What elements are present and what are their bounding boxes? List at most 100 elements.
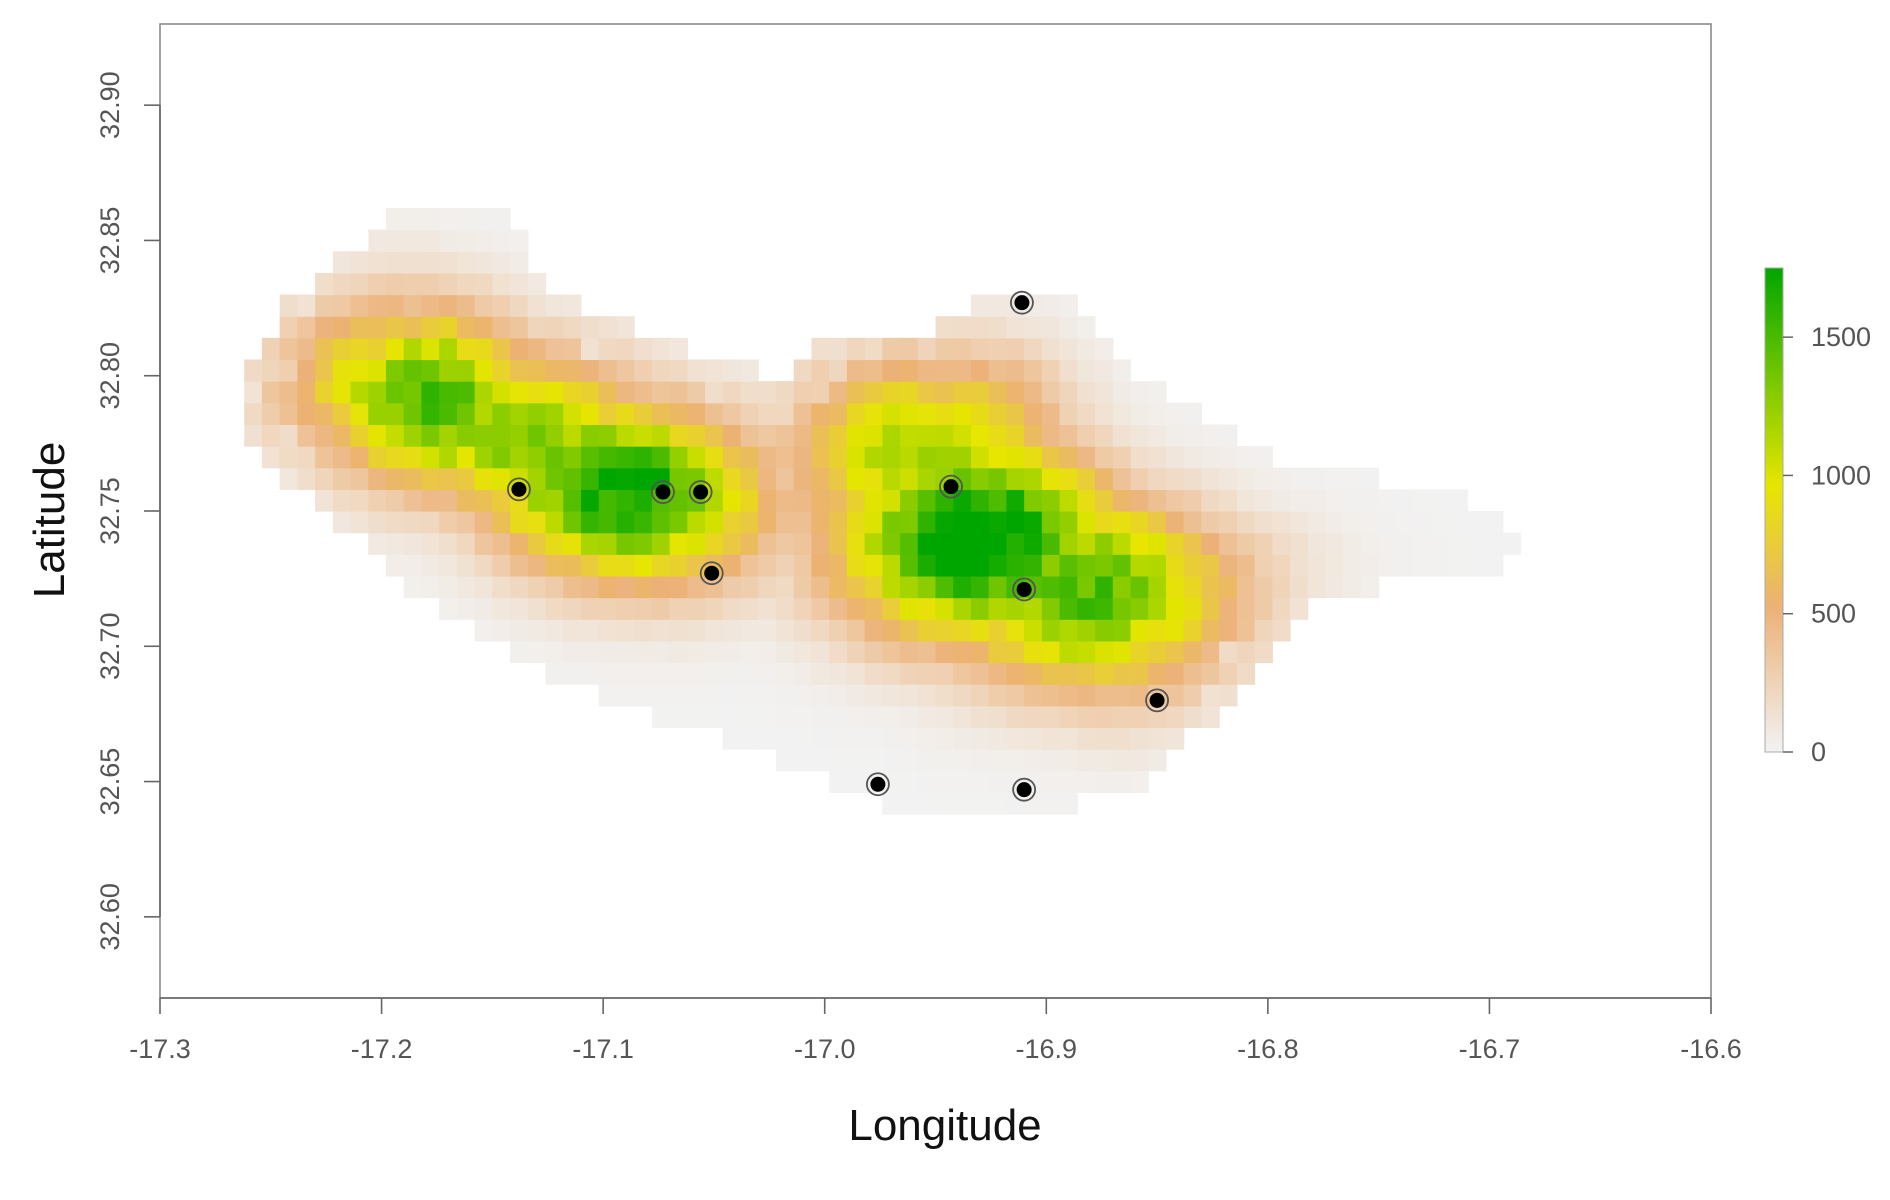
raster-cell: [1201, 511, 1220, 534]
raster-cell: [793, 684, 813, 707]
station-point-dot: [870, 776, 886, 792]
raster-cell: [775, 640, 795, 664]
raster-cell: [740, 467, 759, 490]
raster-cell: [935, 489, 954, 512]
raster-cell: [1006, 554, 1025, 577]
raster-cell: [1236, 532, 1256, 555]
raster-cell: [510, 251, 529, 274]
raster-cell: [350, 359, 369, 382]
raster-cell: [1112, 381, 1132, 404]
raster-cell: [580, 532, 600, 555]
raster-cell: [350, 316, 369, 339]
raster-cell: [970, 792, 990, 815]
raster-cell: [1024, 749, 1043, 772]
raster-cell: [1148, 554, 1167, 577]
raster-cell: [775, 575, 795, 599]
raster-cell: [864, 532, 883, 555]
raster-cell: [439, 294, 458, 317]
raster-cell: [740, 446, 759, 469]
raster-cell: [988, 337, 1008, 361]
raster-cell: [1112, 619, 1132, 642]
raster-cell: [846, 359, 866, 382]
raster-cell: [279, 381, 298, 404]
raster-cell: [332, 337, 352, 361]
raster-cell: [1183, 532, 1202, 555]
raster-cell: [368, 251, 387, 274]
raster-cell: [917, 424, 937, 447]
raster-cell: [846, 684, 866, 707]
raster-cell: [1130, 640, 1149, 664]
raster-cell: [1431, 532, 1451, 555]
raster-cell: [1077, 705, 1096, 729]
raster-cell: [970, 402, 990, 426]
raster-cell: [970, 662, 990, 685]
raster-cell: [1041, 554, 1061, 577]
raster-cell: [1024, 337, 1043, 361]
raster-cell: [474, 597, 493, 620]
raster-cell: [1325, 532, 1344, 555]
raster-cell: [935, 337, 954, 361]
raster-cell: [687, 684, 706, 707]
raster-cell: [332, 272, 352, 296]
raster-cell: [775, 424, 795, 447]
raster-cell: [1041, 792, 1061, 815]
raster-cell: [1130, 770, 1149, 793]
raster-cell: [545, 294, 564, 317]
raster-cell: [811, 662, 830, 685]
raster-cell: [545, 662, 564, 685]
raster-cell: [935, 619, 954, 642]
raster-cell: [935, 662, 954, 685]
raster-cell: [580, 489, 600, 512]
raster-cell: [1041, 705, 1061, 729]
raster-cell: [332, 467, 352, 490]
raster-cell: [1041, 662, 1061, 685]
x-tick-label: -16.6: [1680, 1034, 1742, 1064]
raster-cell: [1148, 575, 1167, 599]
raster-cell: [882, 727, 901, 750]
raster-cell: [580, 575, 600, 599]
y-tick-label: 32.90: [95, 71, 125, 139]
raster-cell: [1006, 532, 1025, 555]
raster-cell: [988, 424, 1008, 447]
raster-cell: [687, 705, 706, 729]
y-tick-label: 32.85: [95, 207, 125, 275]
station-points: [507, 290, 1169, 802]
raster-cell: [616, 597, 635, 620]
raster-cell: [261, 359, 281, 382]
raster-cell: [1165, 575, 1185, 599]
raster-cell: [1077, 359, 1096, 382]
raster-cell: [705, 640, 724, 664]
raster-cell: [793, 749, 813, 772]
raster-cell: [1165, 532, 1185, 555]
raster-cell: [1112, 640, 1132, 664]
raster-cell: [1254, 467, 1273, 490]
raster-cell: [793, 532, 813, 555]
raster-cell: [315, 381, 334, 404]
raster-cell: [1024, 424, 1043, 447]
raster-cell: [1165, 402, 1185, 426]
raster-cell: [882, 511, 901, 534]
raster-cell: [1077, 446, 1096, 469]
raster-cell: [456, 316, 476, 339]
raster-cell: [864, 381, 883, 404]
raster-cell: [935, 640, 954, 664]
raster-cell: [846, 727, 866, 750]
raster-cell: [1219, 467, 1238, 490]
raster-cell: [722, 575, 742, 599]
raster-cell: [1077, 402, 1096, 426]
raster-cell: [1112, 467, 1132, 490]
raster-cell: [368, 424, 387, 447]
raster-cell: [1059, 619, 1078, 642]
raster-cell: [1024, 316, 1043, 339]
raster-cell: [492, 597, 511, 620]
raster-cell: [510, 402, 529, 426]
station-point-ring: [939, 474, 963, 499]
raster-cell: [1059, 727, 1078, 750]
raster-cell: [580, 467, 600, 490]
raster-cell: [953, 511, 972, 534]
raster-cell: [421, 402, 440, 426]
raster-cell: [1148, 662, 1167, 685]
raster-cell: [297, 359, 316, 382]
raster-cell: [953, 359, 972, 382]
raster-cell: [368, 229, 387, 252]
